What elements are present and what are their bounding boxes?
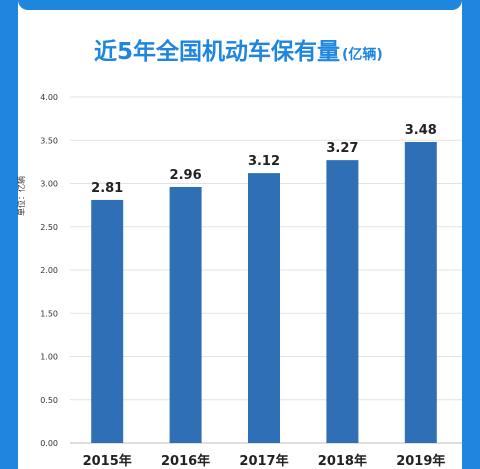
x-tick-labels: 2015年 2016年 2017年 2018年 2019年: [83, 453, 446, 469]
chart-title-text: 近5年全国机动车保有量: [94, 39, 341, 65]
x-tick-label: 2015年: [83, 453, 132, 469]
y-axis-label: 单位：亿辆: [16, 176, 26, 216]
data-labels: 2.81 2.96 3.12 3.27 3.48: [91, 123, 437, 196]
bar-2015年: [91, 199, 124, 443]
y-tick-label: 1.00: [40, 353, 58, 362]
data-label: 3.12: [248, 154, 280, 169]
y-tick-label: 4.00: [40, 93, 58, 102]
x-tick-label: 2019年: [396, 453, 445, 469]
x-tick-label: 2017年: [239, 453, 288, 469]
y-tick-label: 3.00: [40, 180, 58, 189]
chart-title: 近5年全国机动车保有量 (亿辆): [94, 32, 383, 66]
data-label: 2.81: [91, 181, 123, 196]
y-tick-labels: 0.00 0.50 1.00 1.50 2.00 2.50 3.00 3.50 4.00: [40, 93, 58, 448]
y-tick-label: 3.50: [40, 136, 58, 145]
bars: [91, 141, 437, 444]
bar-2019年: [404, 141, 437, 444]
x-tick-label: 2018年: [318, 453, 367, 469]
data-label: 3.27: [326, 141, 358, 156]
y-tick-label: 2.50: [40, 223, 58, 232]
chart-title-unit: (亿辆): [342, 47, 383, 63]
data-label: 3.48: [405, 123, 437, 138]
y-tick-label: 1.50: [40, 309, 58, 318]
y-tick-label: 0.50: [40, 396, 58, 405]
y-tick-label: 2.00: [40, 266, 58, 275]
data-label: 2.96: [170, 168, 202, 183]
bar-2017年: [248, 173, 280, 443]
bar-2018年: [326, 160, 359, 443]
y-tick-label: 0.00: [40, 439, 58, 448]
x-tick-label: 2016年: [161, 453, 210, 469]
bar-2016年: [169, 186, 202, 443]
